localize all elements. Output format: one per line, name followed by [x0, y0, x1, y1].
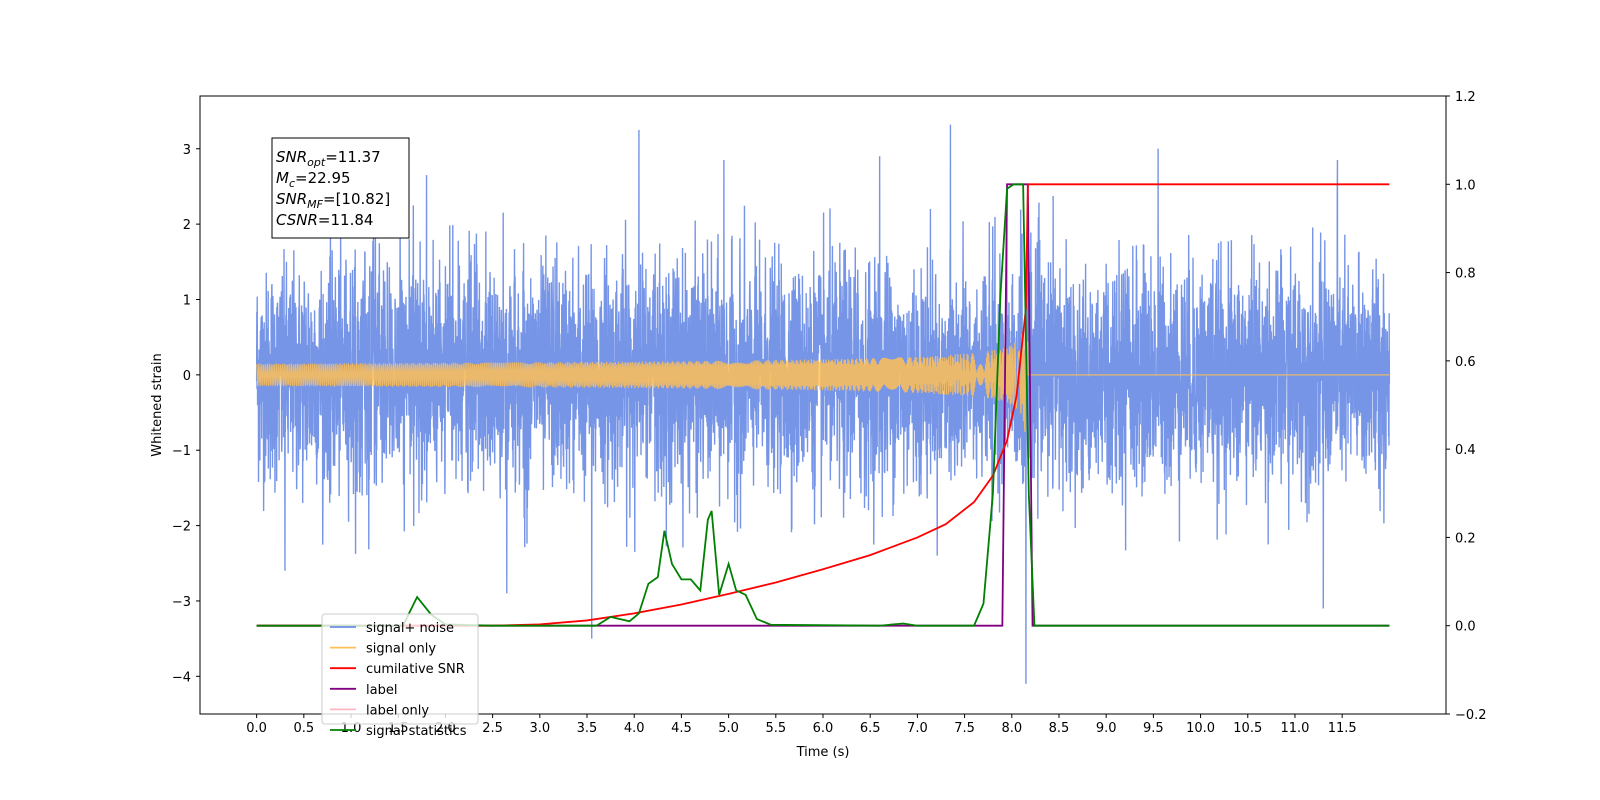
annotation-line: SNRMF=[10.82] [276, 190, 390, 211]
x-tick-label: 5.5 [765, 721, 786, 736]
x-tick-label: 0.0 [246, 721, 267, 736]
annotation-line: Mc=22.95 [276, 169, 351, 190]
series-line-signal-statistics [256, 183, 1390, 627]
y-right-tick-label: −0.2 [1455, 708, 1487, 723]
y-tick-label: 0 [183, 369, 191, 384]
y-tick-label: −2 [172, 520, 191, 535]
legend-entry: cumilative SNR [366, 662, 465, 677]
annotation-value: =22.95 [295, 169, 351, 187]
annotation-value: =[10.82] [323, 190, 390, 208]
x-tick-label: 6.5 [860, 721, 881, 736]
x-tick-label: 11.5 [1328, 721, 1357, 736]
x-axis-ticks: 0.0 0.5 1.0 1.5 2.0 2.5 3.0 3.5 4.0 4.5 5.0 5.5 6.0 6… [246, 714, 1357, 736]
x-tick-label: 1.0 [341, 721, 362, 736]
legend-entry: label [366, 683, 397, 698]
y-right-tick-label: 1.2 [1455, 90, 1476, 105]
x-tick-label: 10.0 [1186, 721, 1215, 736]
series-line-cumulative-snr [256, 183, 1390, 627]
x-tick-label: 3.5 [577, 721, 598, 736]
x-tick-label: 2.5 [482, 721, 503, 736]
y-tick-label: −3 [172, 595, 191, 610]
series-layer [255, 124, 1391, 684]
legend-entry: signal statistics [366, 724, 467, 739]
annotation-line: SNRopt=11.37 [276, 148, 381, 169]
x-tick-label: 4.5 [671, 721, 692, 736]
annotation-symbol: M [276, 169, 289, 187]
x-tick-label: 11.0 [1280, 721, 1309, 736]
x-tick-label: 7.5 [954, 721, 975, 736]
y-right-tick-label: 0.2 [1455, 531, 1476, 546]
x-tick-label: 0.5 [293, 721, 314, 736]
y-tick-label: 1 [183, 293, 191, 308]
y-axis-ticks: 3 2 1 0 −1 −2 −3 −4 [172, 143, 200, 685]
legend: signal+ noise signal only cumilative SNR la… [321, 613, 479, 739]
y-tick-label: −1 [172, 444, 191, 459]
y-right-tick-label: 0.8 [1455, 267, 1476, 282]
x-tick-label: 4.0 [624, 721, 645, 736]
y-axis-right-ticks: 1.2 1.0 0.8 0.6 0.4 0.2 0.0 −0.2 [1446, 90, 1487, 723]
annotation-value: =11.84 [318, 211, 374, 229]
x-tick-label: 9.5 [1143, 721, 1164, 736]
legend-frame [321, 613, 479, 725]
annotation-symbol: SNR [276, 190, 307, 208]
y-tick-label: 3 [183, 143, 191, 158]
annotation-frame [271, 137, 410, 239]
series-line-signal-noise [255, 124, 1391, 684]
x-tick-label: 3.0 [529, 721, 550, 736]
legend-entry: signal only [366, 642, 436, 657]
annotation-line: CSNR=11.84 [276, 211, 373, 229]
x-tick-label: 8.5 [1049, 721, 1070, 736]
series-line-signal-only [256, 325, 1390, 433]
legend-entry: label only [366, 703, 429, 718]
annotation-symbol: SNR [276, 148, 307, 166]
stats-annotation-box: SNRopt=11.37Mc=22.95SNRMF=[10.82]CSNR=11… [271, 137, 410, 239]
legend-entry: signal+ noise [366, 621, 454, 636]
y-axis-label: Whitened strain [150, 353, 165, 456]
x-tick-label: 9.0 [1096, 721, 1117, 736]
x-tick-label: 7.0 [907, 721, 928, 736]
y-tick-label: 2 [183, 218, 191, 233]
x-tick-label: 5.0 [718, 721, 739, 736]
x-tick-label: 6.0 [813, 721, 834, 736]
annotation-subscript: MF [307, 198, 323, 211]
x-tick-label: 8.0 [1001, 721, 1022, 736]
annotation-subscript: c [289, 177, 295, 190]
x-tick-label: 2.0 [435, 721, 456, 736]
y-right-tick-label: 0.0 [1455, 620, 1476, 635]
y-right-tick-label: 0.6 [1455, 355, 1476, 370]
y-right-tick-label: 0.4 [1455, 443, 1476, 458]
annotation-symbol: CSNR [276, 211, 318, 229]
x-axis-label: Time (s) [796, 745, 850, 760]
annotation-value: =11.37 [325, 148, 381, 166]
y-right-tick-label: 1.0 [1455, 178, 1476, 193]
x-tick-label: 10.5 [1233, 721, 1262, 736]
y-tick-label: −4 [172, 670, 191, 685]
x-tick-label: 1.5 [388, 721, 409, 736]
annotation-subscript: opt [307, 156, 326, 169]
